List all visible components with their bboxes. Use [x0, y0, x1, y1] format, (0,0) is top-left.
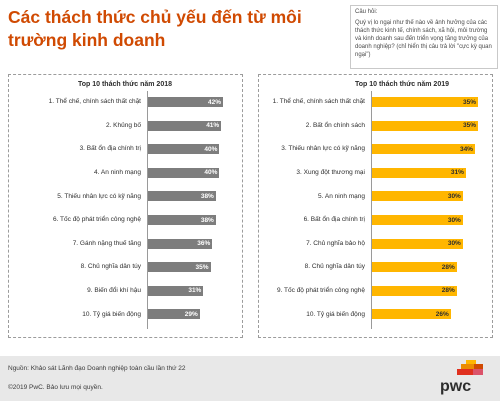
chart-title-2018: Top 10 thách thức năm 2018 — [77, 81, 173, 88]
question-box: Câu hỏi: Quý vị lo ngại như thế nào về ả… — [350, 5, 498, 69]
bar — [372, 238, 463, 249]
question-label: Câu hỏi: — [355, 9, 378, 15]
category-label: 4. An ninh mạng — [94, 169, 141, 177]
chart-panel-2019: Top 10 thách thức năm 2019 1. Thể chế, c… — [258, 74, 493, 338]
bar — [148, 262, 211, 273]
data-label: 31% — [188, 287, 202, 295]
data-label: 31% — [450, 169, 464, 177]
logo-block — [461, 364, 474, 370]
bar — [372, 262, 457, 273]
bar — [148, 285, 204, 296]
logo-block — [466, 360, 476, 365]
data-label: 35% — [462, 122, 476, 130]
category-label: 5. An ninh mạng — [318, 192, 365, 200]
bar — [372, 167, 466, 178]
logo-block — [473, 369, 483, 375]
logo-block — [457, 369, 473, 375]
data-label: 38% — [200, 192, 214, 200]
category-label: 3. Xung đột thương mại — [296, 169, 365, 177]
category-label: 9. Tốc độ phát triển công nghệ — [276, 287, 365, 295]
bar — [148, 167, 220, 178]
data-label: 26% — [435, 310, 449, 318]
category-label: 1. Thể chế, chính sách thất chặt — [48, 98, 141, 106]
data-label: 30% — [447, 192, 461, 200]
footer-band — [0, 356, 500, 401]
data-label: 35% — [462, 98, 476, 106]
category-label: 5. Thiếu nhân lực có kỹ năng — [57, 192, 141, 200]
logo-wordmark: pwc — [440, 378, 471, 395]
data-label: 28% — [441, 287, 455, 295]
bar — [148, 120, 222, 131]
copyright-note: ©2019 PwC. Bảo lưu mọi quyền. — [8, 384, 103, 391]
category-label: 7. Gánh nặng thuế tăng — [72, 239, 141, 247]
source-note: Nguồn: Khảo sát Lãnh đạo Doanh nghiệp to… — [8, 365, 186, 372]
category-label: 1. Thể chế, chính sách thất chặt — [272, 98, 365, 106]
data-label: 40% — [204, 169, 218, 177]
chart-title-2019: Top 10 thách thức năm 2019 — [354, 81, 450, 88]
data-label: 42% — [207, 98, 221, 106]
bar — [148, 191, 216, 202]
category-label: 9. Biến đổi khí hậu — [87, 287, 141, 295]
chart-panel-2018: Top 10 thách thức năm 2018 1. Thể chế, c… — [8, 74, 243, 338]
data-label: 29% — [184, 310, 198, 318]
data-label: 36% — [197, 240, 211, 248]
category-label: 8. Chủ nghĩa dân túy — [80, 263, 141, 271]
data-label: 41% — [206, 122, 220, 130]
bar — [372, 285, 457, 296]
bar — [148, 97, 223, 107]
bar — [148, 309, 200, 320]
pwc-logo: pwc — [440, 360, 483, 395]
bar — [148, 215, 216, 225]
bar — [372, 191, 463, 202]
data-label: 30% — [447, 216, 461, 224]
bar — [372, 144, 475, 155]
category-label: 7. Chủ nghĩa bảo hộ — [306, 239, 365, 247]
chart-title: Các thách thức chủ yếu đến từ môi trường… — [8, 7, 302, 50]
axis-line-2019 — [371, 91, 372, 329]
data-label: 38% — [200, 216, 214, 224]
category-label: 6. Tốc độ phát triển công nghệ — [52, 216, 141, 224]
logo-block — [474, 364, 483, 370]
data-label: 28% — [441, 263, 455, 271]
category-label: 10. Tỷ giá biến động — [82, 310, 141, 318]
bar — [372, 120, 478, 131]
data-label: 35% — [195, 263, 209, 271]
category-label: 10. Tỷ giá biến động — [306, 310, 365, 318]
bar — [372, 309, 451, 320]
category-label: 3. Bất ổn địa chính trị — [79, 145, 141, 153]
bar — [372, 215, 463, 225]
bar — [148, 144, 220, 155]
axis-line-2018 — [147, 91, 148, 329]
data-label: 40% — [204, 145, 218, 153]
category-label: 3. Thiếu nhân lực có kỹ năng — [281, 145, 365, 153]
question-text: Quý vị lo ngại như thế nào về ảnh hưởng … — [355, 20, 492, 58]
bar — [372, 97, 478, 107]
bar — [148, 238, 213, 249]
category-label: 2. Bất ổn chính sách — [305, 121, 365, 129]
category-label: 2. Khủng bố — [105, 121, 141, 129]
data-label: 30% — [447, 240, 461, 248]
data-label: 34% — [459, 145, 473, 153]
category-label: 8. Chủ nghĩa dân túy — [304, 263, 365, 271]
category-label: 6. Bất ổn địa chính trị — [303, 216, 365, 224]
